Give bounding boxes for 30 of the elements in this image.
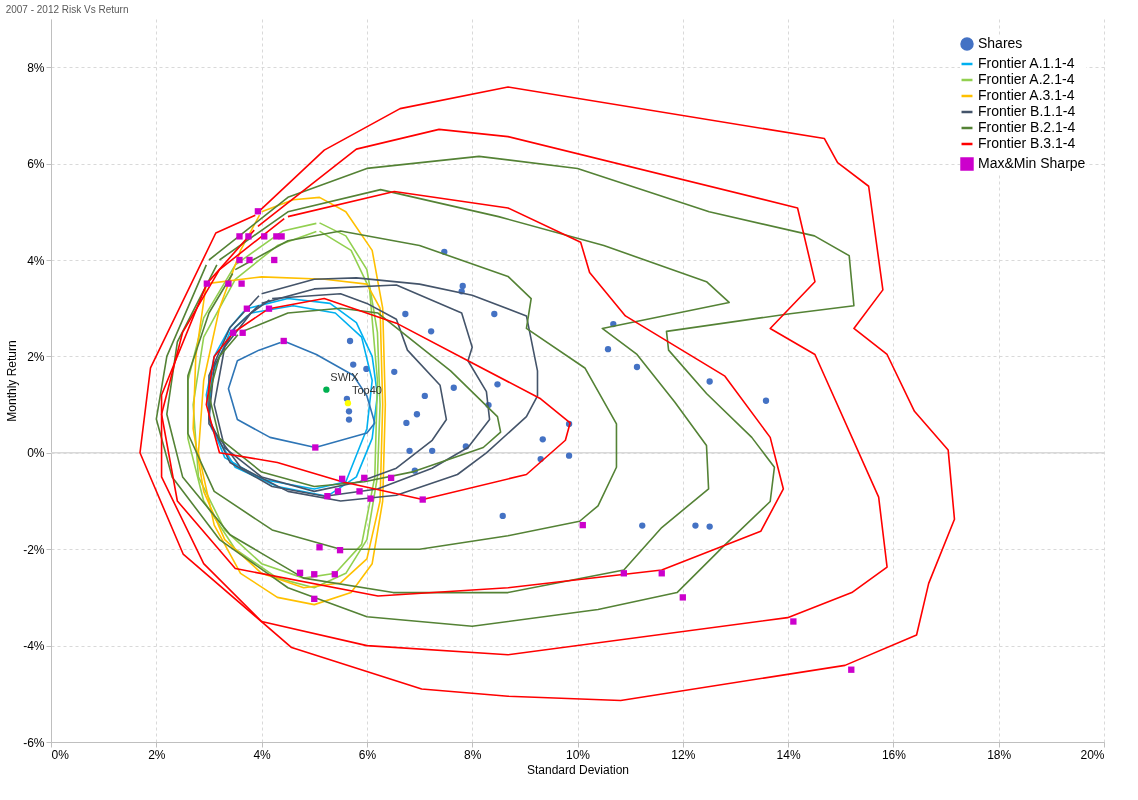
x-tick-label: 14% <box>776 747 801 762</box>
y-tick-label: 8% <box>27 60 45 75</box>
y-tick-label: -2% <box>23 542 45 557</box>
y-tick-label: -6% <box>23 735 45 750</box>
legend-label: Frontier A.3.1-4 <box>978 87 1075 103</box>
x-tick-label: 18% <box>987 747 1012 762</box>
legend-label: Max&Min Sharpe <box>978 155 1086 171</box>
x-tick-label: 8% <box>464 747 482 762</box>
x-tick-label: 12% <box>671 747 696 762</box>
x-tick-label: 10% <box>565 747 591 762</box>
legend-label: Frontier A.1.1-4 <box>978 55 1075 71</box>
x-tick-label: 0% <box>51 747 70 762</box>
legend-label: Frontier A.2.1-4 <box>978 71 1075 87</box>
x-tick-label: 16% <box>881 747 907 762</box>
x-tick-label: 6% <box>358 747 377 762</box>
y-tick-label: 6% <box>27 157 45 172</box>
x-axis-title: Standard Deviation <box>526 762 630 777</box>
chart-title: 2007 - 2012 Risk Vs Return <box>5 4 129 15</box>
legend-label: Frontier B.2.1-4 <box>978 119 1076 135</box>
y-tick-label: 2% <box>27 349 45 364</box>
x-tick-label: 20% <box>1080 747 1105 762</box>
x-tick-label: 2% <box>148 747 166 762</box>
y-tick-label: 0% <box>27 446 45 461</box>
y-tick-label: -4% <box>23 639 45 654</box>
y-axis-title: Monthly Return <box>5 340 20 422</box>
x-tick-label: 4% <box>253 747 272 762</box>
legend-label: Shares <box>978 35 1023 51</box>
legend-label: Frontier B.1.1-4 <box>978 103 1076 119</box>
y-tick-label: 4% <box>27 253 45 268</box>
legend-label: Frontier B.3.1-4 <box>978 135 1076 151</box>
